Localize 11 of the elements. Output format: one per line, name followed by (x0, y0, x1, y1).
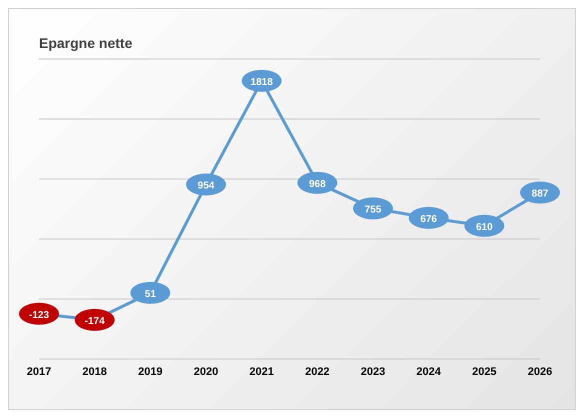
x-tick-label: 2018 (82, 366, 107, 378)
x-tick-label: 2023 (360, 366, 386, 378)
x-tick-label: 2020 (194, 366, 218, 378)
x-tick-label: 2022 (305, 366, 330, 378)
chart-title: Epargne nette (39, 35, 132, 51)
x-tick-label: 2025 (472, 366, 497, 378)
x-tick-label: 2024 (416, 366, 442, 378)
x-tick-label: 2017 (26, 366, 52, 378)
x-tick-label: 2019 (138, 366, 163, 378)
x-tick-label: 2026 (528, 366, 552, 378)
x-tick-label: 2021 (249, 366, 274, 378)
